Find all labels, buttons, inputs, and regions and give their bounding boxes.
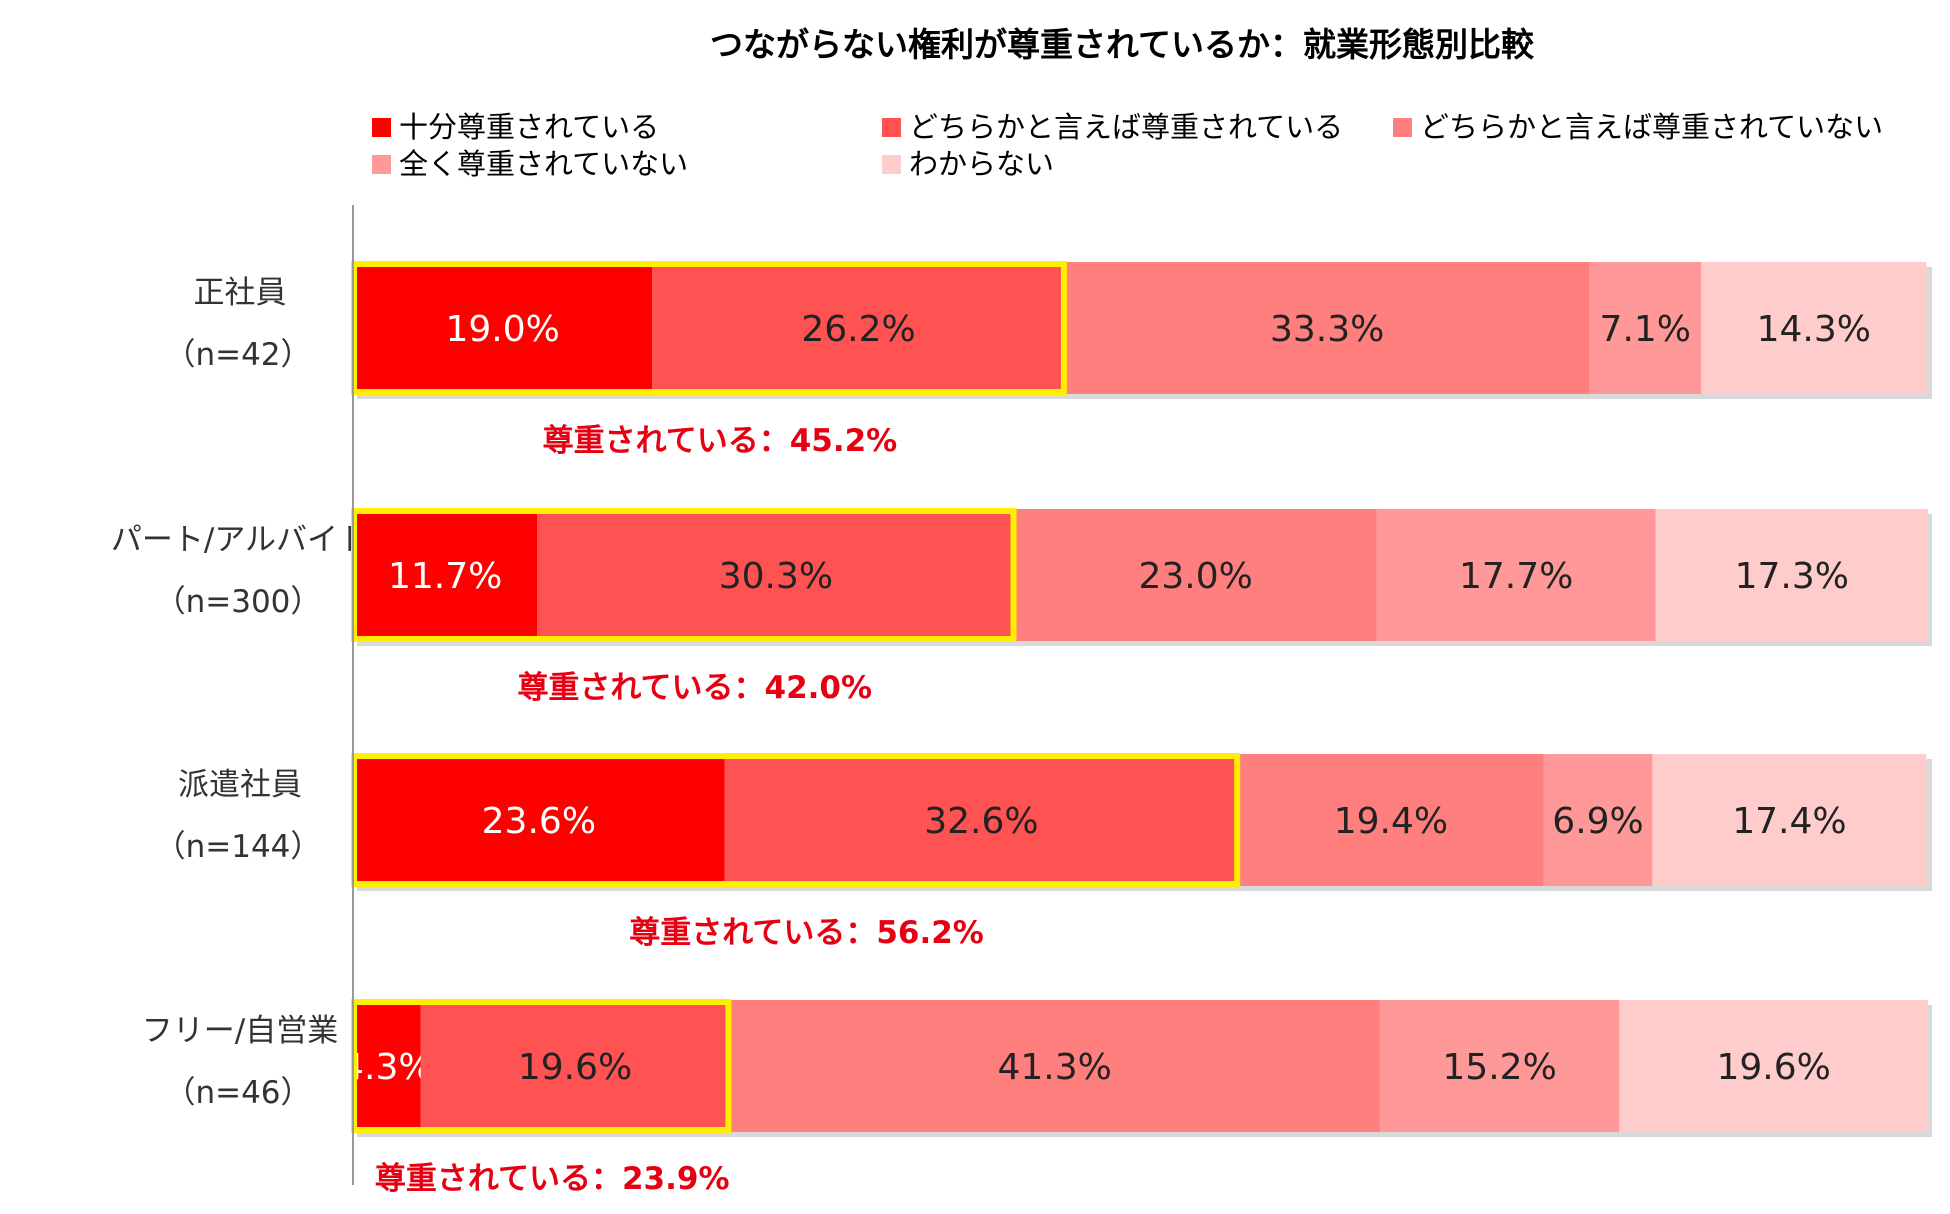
- data-label: 30.3%: [719, 556, 833, 597]
- data-label: 6.9%: [1552, 801, 1643, 842]
- category-sample-size: （n=144）: [155, 829, 322, 865]
- legend-swatch: [372, 118, 391, 137]
- bar-segment: [1238, 754, 1544, 886]
- legend-label: 十分尊重されている: [399, 110, 659, 144]
- bar-segment: [724, 754, 1239, 886]
- data-label: 26.2%: [801, 309, 915, 350]
- legend-swatch: [372, 155, 391, 174]
- bar-row: フリー/自営業（n=46）4.3% 19.6% 41.3% 15.2% 19.6%尊重さ…: [142, 999, 1932, 1197]
- bar-row: 派遣社員 （n=144） 23.6% 32.6% 19.4% 6.9% 17.4% 尊重されて…: [155, 753, 1932, 951]
- data-label: 23.0%: [1138, 556, 1252, 597]
- data-label: 14.3%: [1757, 309, 1871, 350]
- data-label: 17.3%: [1735, 556, 1849, 597]
- legend-label: 全く尊重されていない: [399, 147, 688, 181]
- bars-layer: 正社員 （n=42） 19.0% 26.2% 33.3% 7.1% 14.3% 尊重されている…: [111, 261, 1932, 1197]
- respected-total-annotation: 尊重されている：42.0%: [517, 670, 872, 706]
- bar-segment: [1543, 754, 1653, 886]
- data-label: 15.2%: [1442, 1047, 1556, 1088]
- bar-segment: [1014, 509, 1377, 641]
- data-label: 17.7%: [1459, 556, 1573, 597]
- respected-total-annotation: 尊重されている：45.2%: [543, 423, 898, 459]
- bar-segment: [1376, 509, 1656, 641]
- category-sample-size: （n=46）: [164, 1075, 311, 1111]
- legend-label: どちらかと言えば尊重されていない: [1420, 110, 1883, 144]
- bar-segment: [1064, 262, 1590, 394]
- respected-total-annotation: 尊重されている：56.2%: [629, 915, 984, 951]
- data-label: 19.0%: [445, 309, 559, 350]
- bar-segment: [420, 1000, 730, 1132]
- bar-segment: [1701, 262, 1927, 394]
- bar-segment: [1619, 1000, 1928, 1132]
- data-label: 19.4%: [1334, 801, 1448, 842]
- bar-segment: [537, 509, 1015, 641]
- data-label: 7.1%: [1600, 309, 1691, 350]
- legend-label: どちらかと言えば尊重されている: [909, 110, 1343, 144]
- bar-segment: [353, 1000, 421, 1132]
- data-label: 17.4%: [1732, 801, 1846, 842]
- data-label: 33.3%: [1270, 309, 1384, 350]
- bar-segment: [353, 754, 725, 886]
- bar-segment: [1589, 262, 1702, 394]
- legend-swatch: [1393, 118, 1412, 137]
- data-label: 23.6%: [482, 801, 596, 842]
- category-label: 正社員: [194, 275, 287, 311]
- category-sample-size: （n=300）: [155, 584, 322, 620]
- data-label: 11.7%: [388, 556, 502, 597]
- bar-segment: [652, 262, 1065, 394]
- chart-title: つながらない権利が尊重されているか：就業形態別比較: [710, 25, 1535, 64]
- legend: 十分尊重されている どちらかと言えば尊重されている どちらかと言えば尊重されていない…: [372, 110, 1883, 181]
- bar-segment: [353, 262, 653, 394]
- bar-segment: [1655, 509, 1928, 641]
- data-label: 32.6%: [924, 801, 1038, 842]
- bar-row: 正社員 （n=42） 19.0% 26.2% 33.3% 7.1% 14.3% 尊重されている…: [164, 261, 1932, 459]
- category-label: パート/アルバイト: [111, 522, 369, 558]
- data-label: 41.3%: [997, 1047, 1111, 1088]
- bar-segment: [1379, 1000, 1620, 1132]
- data-label: 19.6%: [1716, 1047, 1830, 1088]
- legend-label: わからない: [909, 147, 1054, 181]
- bar-segment: [729, 1000, 1380, 1132]
- legend-swatch: [882, 118, 901, 137]
- category-label: フリー/自営業: [142, 1013, 338, 1049]
- bar-segment: [1652, 754, 1927, 886]
- data-label: 19.6%: [518, 1047, 632, 1088]
- bar-segment: [353, 509, 538, 641]
- respected-total-annotation: 尊重されている：23.9%: [375, 1161, 730, 1197]
- legend-swatch: [882, 155, 901, 174]
- category-label: 派遣社員: [178, 767, 302, 803]
- category-sample-size: （n=42）: [164, 337, 311, 373]
- bar-row: パート/アルバイト （n=300） 11.7% 30.3% 23.0% 17.7% 17.3…: [111, 508, 1932, 706]
